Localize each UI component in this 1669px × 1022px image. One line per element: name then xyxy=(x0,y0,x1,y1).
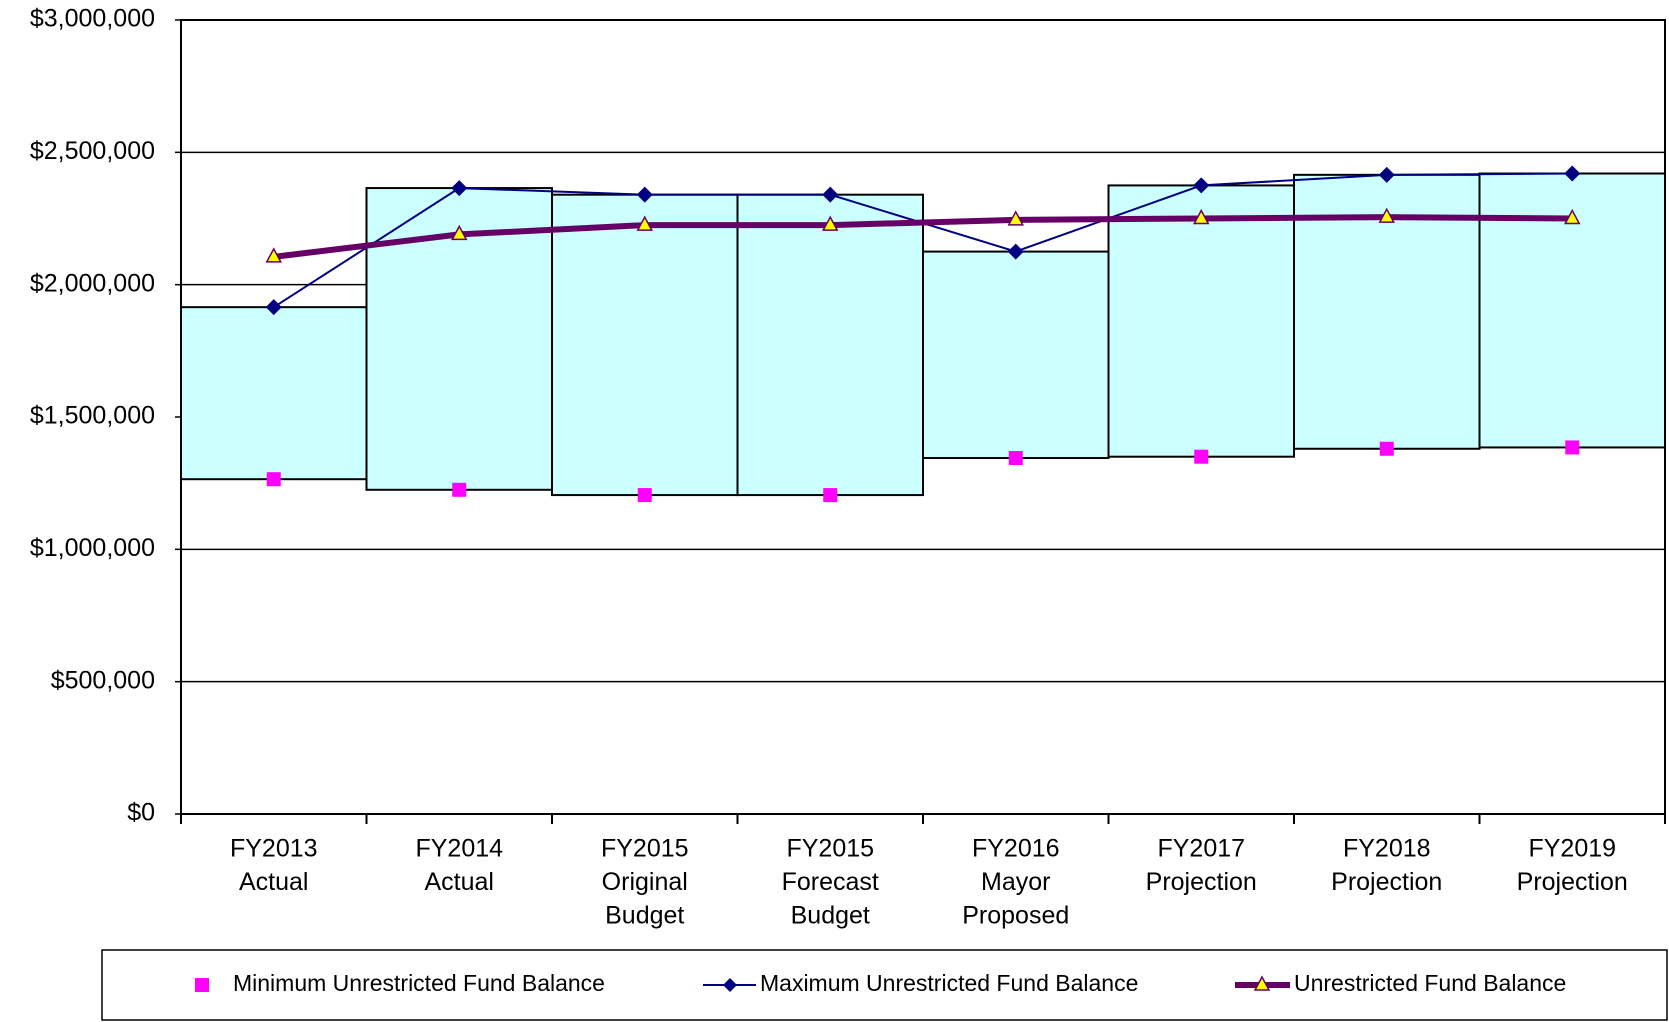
max-marker xyxy=(1564,165,1581,182)
y-tick-label: $2,500,000 xyxy=(30,137,155,165)
max-marker xyxy=(1193,177,1210,194)
max-marker xyxy=(451,180,468,197)
balance-marker xyxy=(1563,208,1581,225)
min-marker xyxy=(823,488,838,503)
range-box xyxy=(736,193,924,497)
balance-marker xyxy=(1192,208,1210,225)
y-tick-label: $0 xyxy=(127,799,155,827)
x-tick-label: FY2017 xyxy=(1157,835,1245,863)
min-marker xyxy=(1565,440,1580,455)
x-tick-label: FY2015 xyxy=(786,835,874,863)
max-marker xyxy=(636,186,653,203)
x-tick-label: FY2019 xyxy=(1528,835,1616,863)
x-tick-label: Projection xyxy=(1517,868,1628,896)
min-marker xyxy=(266,472,281,487)
x-tick-label: Actual xyxy=(425,868,494,896)
legend-label: Unrestricted Fund Balance xyxy=(1294,970,1566,996)
max-marker xyxy=(1378,166,1395,183)
range-box xyxy=(551,193,739,497)
balance-marker xyxy=(821,215,839,231)
y-tick-label: $1,500,000 xyxy=(30,402,155,430)
x-tick-label: FY2014 xyxy=(415,835,503,863)
max-marker xyxy=(265,299,282,316)
x-tick-label: Budget xyxy=(605,902,684,930)
x-tick-label: Proposed xyxy=(962,902,1069,930)
min-marker xyxy=(1194,449,1209,464)
range-box xyxy=(922,250,1110,460)
y-tick-label: $500,000 xyxy=(51,666,155,694)
max-marker xyxy=(1007,243,1024,260)
balance-marker xyxy=(636,215,654,231)
min-marker xyxy=(1379,441,1394,456)
balance-line xyxy=(273,214,1573,260)
y-tick-label: $1,000,000 xyxy=(30,534,155,562)
x-tick-label: Actual xyxy=(239,868,308,896)
min-marker xyxy=(637,488,652,503)
legend-marker xyxy=(1253,975,1271,991)
balance-marker xyxy=(265,247,283,263)
min-marker xyxy=(1008,451,1023,466)
x-tick-label: FY2015 xyxy=(601,835,689,863)
min-marker xyxy=(452,482,467,497)
legend-marker xyxy=(195,978,209,992)
x-tick-label: Forecast xyxy=(782,868,879,896)
x-tick-label: Budget xyxy=(791,902,870,930)
x-tick-label: FY2013 xyxy=(230,835,318,863)
x-tick-label: Projection xyxy=(1331,868,1442,896)
range-box xyxy=(1107,184,1295,458)
legend-label: Maximum Unrestricted Fund Balance xyxy=(760,970,1138,996)
balance-marker xyxy=(1378,207,1396,223)
y-tick-label: $3,000,000 xyxy=(30,5,155,33)
legend-marker xyxy=(723,978,737,992)
balance-marker xyxy=(1007,210,1025,226)
range-box xyxy=(180,306,368,481)
x-tick-label: FY2018 xyxy=(1343,835,1431,863)
balance-marker xyxy=(450,224,468,241)
x-tick-label: Projection xyxy=(1146,868,1257,896)
max-marker xyxy=(822,186,839,203)
x-tick-label: Original xyxy=(602,868,688,896)
legend-box xyxy=(101,949,1668,1021)
y-tick-label: $2,000,000 xyxy=(30,269,155,297)
legend-label: Minimum Unrestricted Fund Balance xyxy=(233,970,605,996)
x-tick-label: Mayor xyxy=(981,868,1050,896)
x-tick-label: FY2016 xyxy=(972,835,1060,863)
